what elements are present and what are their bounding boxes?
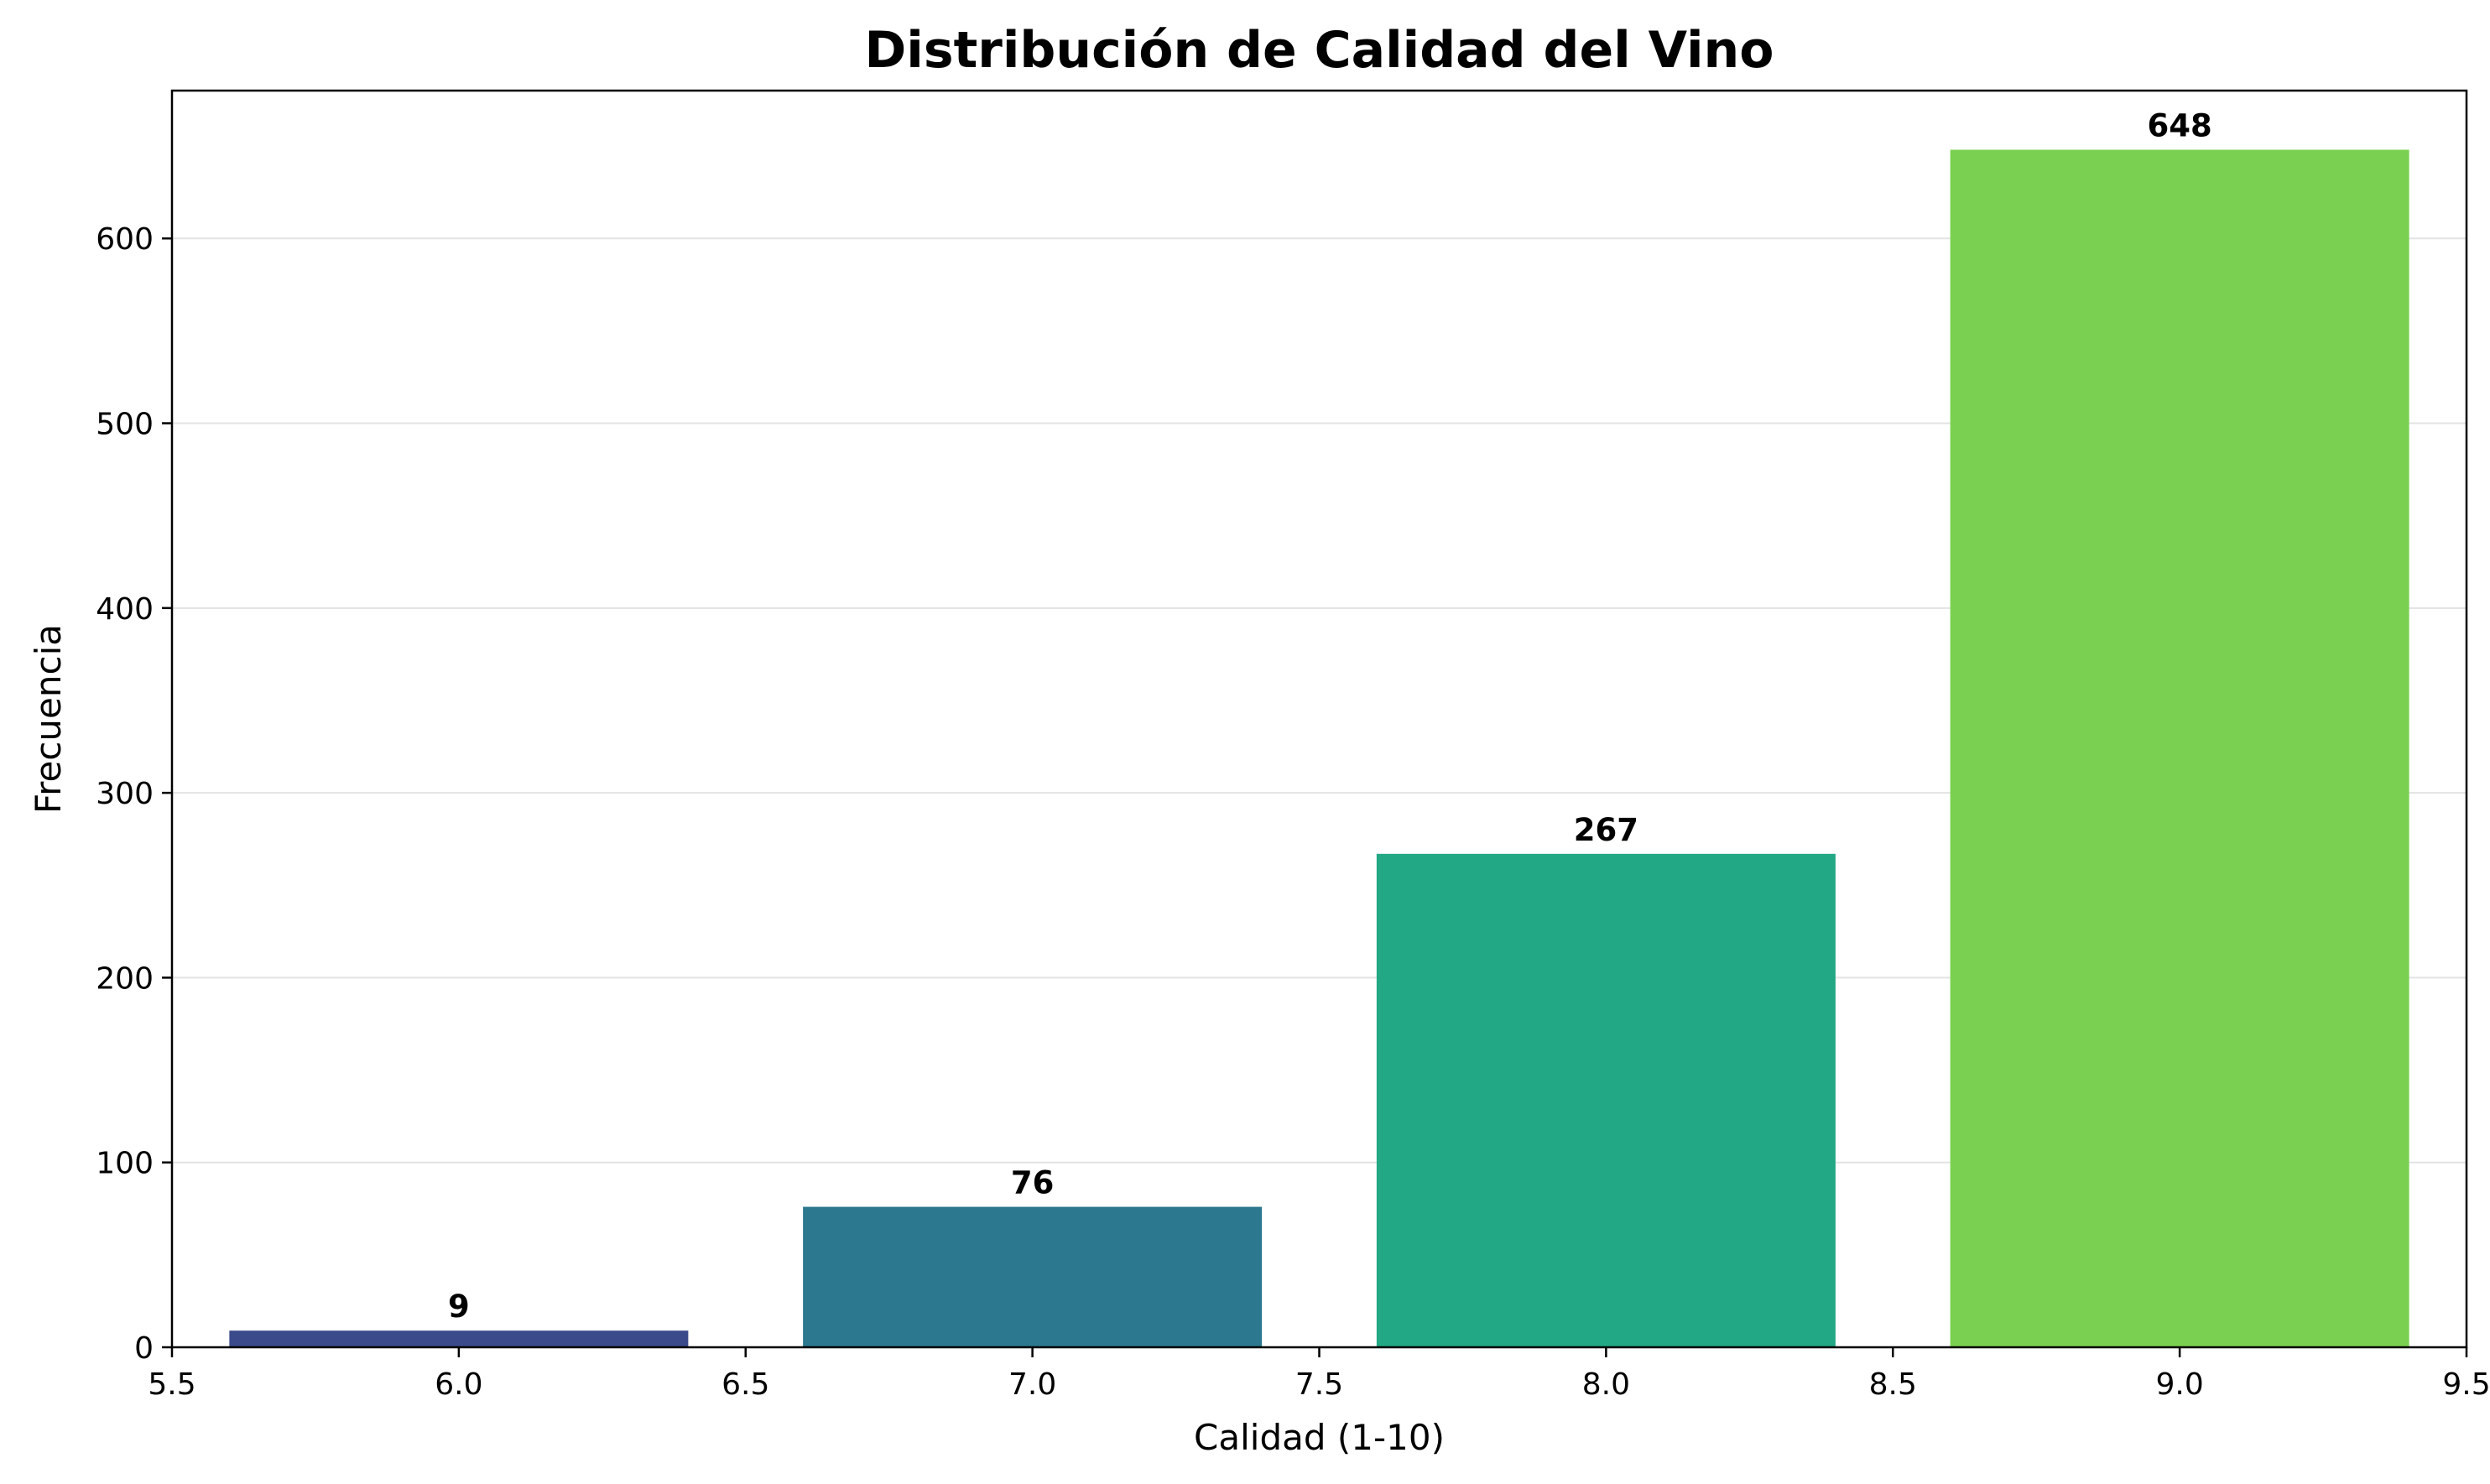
- y-tick-label: 600: [96, 222, 154, 257]
- bar-value-label: 648: [2148, 107, 2212, 143]
- x-tick-label: 7.0: [1008, 1367, 1056, 1402]
- x-tick-label: 9.0: [2155, 1367, 2203, 1402]
- bar-value-label: 9: [448, 1289, 470, 1325]
- x-axis-ticks: 5.5 6.0 6.5 7.0 7.5 8.0 8.5 9.0 9.5: [148, 1347, 2490, 1402]
- bar-labels: 9 76 267 648: [448, 107, 2212, 1325]
- x-tick-label: 6.5: [721, 1367, 769, 1402]
- y-tick-label: 200: [96, 961, 154, 996]
- y-tick-label: 400: [96, 592, 154, 627]
- bar: [803, 1206, 1263, 1347]
- x-tick-label: 5.5: [148, 1367, 195, 1402]
- y-tick-label: 100: [96, 1147, 154, 1181]
- y-tick-label: 500: [96, 408, 154, 442]
- y-tick-label: 0: [134, 1331, 154, 1366]
- x-tick-label: 8.5: [1869, 1367, 1917, 1402]
- x-axis-label: Calidad (1-10): [1194, 1417, 1445, 1458]
- y-axis-label: Frecuencia: [28, 624, 69, 814]
- x-tick-label: 8.0: [1582, 1367, 1630, 1402]
- bar: [229, 1330, 689, 1347]
- bars: [229, 149, 2409, 1347]
- x-tick-label: 9.5: [2442, 1367, 2490, 1402]
- bar: [1376, 853, 1836, 1347]
- bar-value-label: 267: [1574, 812, 1638, 848]
- bar: [1950, 149, 2409, 1347]
- y-axis-ticks: 0 100 200 300 400 500 600: [96, 222, 172, 1366]
- x-tick-label: 6.0: [435, 1367, 482, 1402]
- y-tick-label: 300: [96, 777, 154, 811]
- x-tick-label: 7.5: [1295, 1367, 1343, 1402]
- chart-title: Distribución de Calidad del Vino: [865, 21, 1774, 80]
- bar-value-label: 76: [1011, 1165, 1055, 1201]
